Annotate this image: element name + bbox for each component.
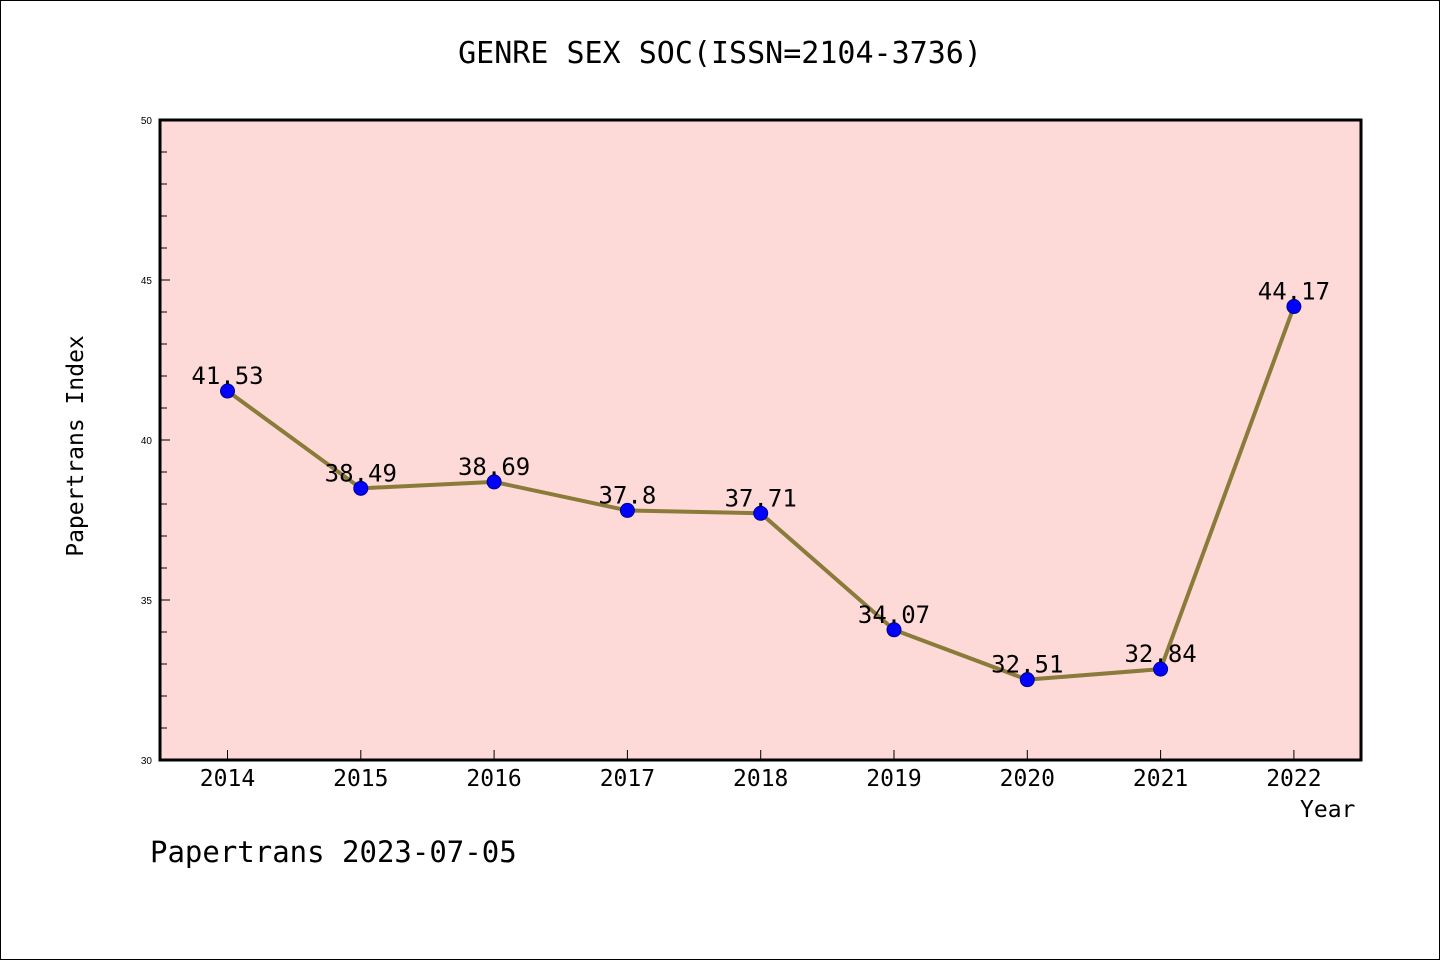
x-tick-label: 2015 (333, 766, 388, 792)
x-axis-label: Year (1300, 797, 1356, 823)
x-tick-label: 2016 (466, 766, 521, 792)
data-point (220, 383, 235, 399)
x-tick-label: 2019 (866, 766, 921, 792)
x-tick-label: 2021 (1133, 766, 1188, 792)
data-point (1153, 661, 1169, 677)
data-point (886, 622, 902, 638)
data-label: 34.07 (858, 601, 930, 629)
data-label: 32.51 (991, 651, 1063, 679)
data-label: 41.53 (191, 362, 263, 390)
data-point (1286, 299, 1302, 315)
y-tick-label: 45 (141, 276, 153, 287)
data-label: 38.69 (458, 453, 530, 481)
data-label: 32.84 (1124, 640, 1196, 668)
plot-area (158, 118, 1363, 762)
data-label: 37.8 (599, 481, 657, 509)
data-label: 38.49 (325, 459, 397, 487)
x-tick-label: 2022 (1266, 766, 1321, 792)
data-point (486, 474, 502, 490)
data-point (619, 502, 635, 518)
x-tick-label: 2017 (600, 766, 655, 792)
data-point (753, 505, 769, 521)
y-tick-label: 35 (141, 596, 153, 607)
data-point (353, 480, 369, 496)
data-label: 37.71 (725, 484, 797, 512)
chart-title: GENRE SEX SOC(ISSN=2104-3736) (458, 36, 982, 71)
y-tick-label: 40 (141, 436, 153, 447)
data-label: 44.17 (1258, 278, 1330, 306)
y-axis-label: Papertrans Index (63, 335, 89, 557)
x-tick-label: 2018 (733, 766, 788, 792)
data-point (1019, 672, 1035, 688)
y-tick-label: 50 (141, 116, 153, 127)
footer-text: Papertrans 2023-07-05 (150, 835, 517, 869)
y-tick-label: 30 (141, 756, 153, 767)
x-tick-label: 2014 (200, 766, 255, 792)
x-tick-label: 2020 (1000, 766, 1055, 792)
